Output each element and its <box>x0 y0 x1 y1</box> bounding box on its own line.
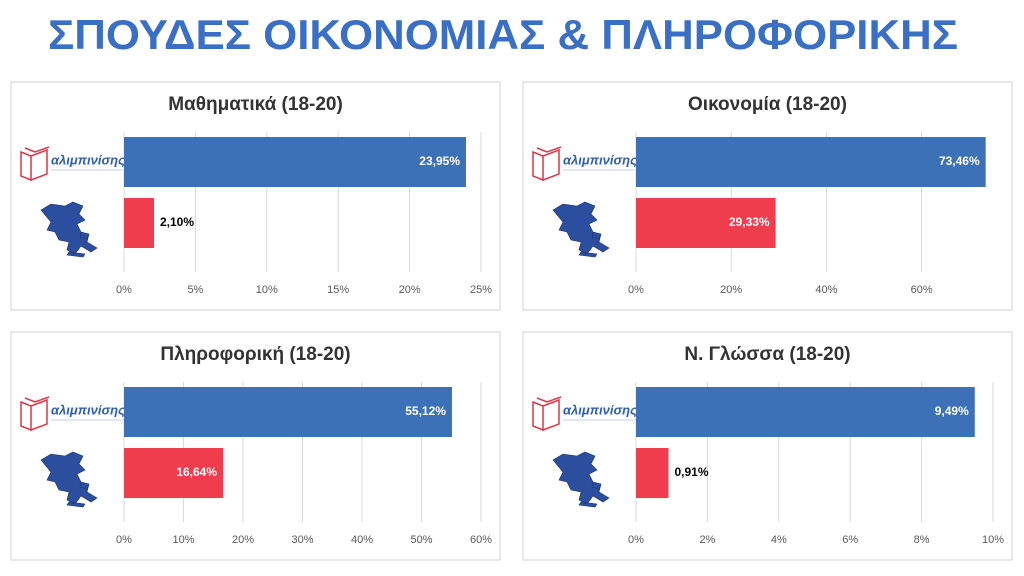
logo-text: αλιμπινίσης <box>51 402 125 417</box>
logo-text: αλιμπινίσης <box>563 402 637 417</box>
value-label: 55,12% <box>405 404 446 418</box>
x-tick-label: 4% <box>771 534 787 546</box>
x-tick-label: 25% <box>470 284 492 296</box>
greece-map <box>552 451 610 508</box>
chart-title: Μαθηματικά (18-20) <box>168 94 343 115</box>
value-label: 9,49% <box>935 404 969 418</box>
x-tick-label: 6% <box>842 534 858 546</box>
x-tick-label: 0% <box>628 284 644 296</box>
panel-frame <box>10 331 501 561</box>
chart-title: Ν. Γλώσσα (18-20) <box>684 344 850 365</box>
value-label: 16,64% <box>176 465 217 479</box>
bar <box>636 387 975 437</box>
logo-icon <box>532 146 562 182</box>
x-tick-label: 0% <box>116 534 132 546</box>
x-tick-label: 20% <box>399 284 421 296</box>
bar <box>636 448 669 498</box>
x-tick-label: 5% <box>187 284 203 296</box>
x-tick-label: 10% <box>982 534 1004 546</box>
x-tick-label: 50% <box>410 534 432 546</box>
greece-map <box>552 201 610 258</box>
panel-frame <box>522 331 1013 561</box>
bar <box>124 137 467 187</box>
logo-icon <box>532 396 562 432</box>
value-label: 2,10% <box>160 215 194 229</box>
chart-panel: Πληροφορική (18-20) 0% 10% 20% 30% 40% 50% 60% α… <box>10 331 501 561</box>
bar <box>124 387 452 437</box>
panel-frame <box>522 81 1013 311</box>
greece-map <box>40 201 98 258</box>
chart-panel: Μαθηματικά (18-20) 0% 5% 10% 15% 20% 25% αλιμπι… <box>10 81 501 311</box>
x-tick-label: 15% <box>327 284 349 296</box>
x-tick-label: 20% <box>232 534 254 546</box>
bar <box>124 448 224 498</box>
chart-panel: Οικονομία (18-20) 0% 20% 40% 60% αλιμπινίσης 7… <box>522 81 1013 311</box>
x-tick-label: 40% <box>815 284 837 296</box>
logo-text: αλιμπινίσης <box>51 152 125 167</box>
chart-title: Πληροφορική (18-20) <box>160 344 350 365</box>
bar <box>636 198 776 248</box>
x-tick-label: 60% <box>911 284 933 296</box>
x-tick-label: 0% <box>116 284 132 296</box>
bar <box>124 198 154 248</box>
x-tick-label: 10% <box>256 284 278 296</box>
x-tick-label: 60% <box>470 534 492 546</box>
logo-icon <box>20 396 50 432</box>
x-tick-label: 0% <box>628 534 644 546</box>
panel-frame <box>10 81 501 311</box>
value-label: 29,33% <box>729 215 770 229</box>
chart-panel: Ν. Γλώσσα (18-20) 0% 2% 4% 6% 8% 10% αλιμπινίση… <box>522 331 1013 561</box>
bar <box>636 137 986 187</box>
x-tick-label: 40% <box>351 534 373 546</box>
value-label: 0,91% <box>674 465 708 479</box>
x-tick-label: 2% <box>699 534 715 546</box>
x-tick-label: 10% <box>172 534 194 546</box>
logo-text: αλιμπινίσης <box>563 152 637 167</box>
chart-title: Οικονομία (18-20) <box>688 94 847 115</box>
greece-map <box>40 451 98 508</box>
value-label: 23,95% <box>419 154 460 168</box>
x-tick-label: 30% <box>291 534 313 546</box>
slide-title: ΣΠΟΥΔΕΣ ΟΙΚΟΝΟΜΙΑΣ & ΠΛΗΡΟΦΟΡΙΚΗΣ <box>48 11 958 58</box>
logo-icon <box>20 146 50 182</box>
value-label: 73,46% <box>939 154 980 168</box>
x-tick-label: 8% <box>914 534 930 546</box>
x-tick-label: 20% <box>720 284 742 296</box>
